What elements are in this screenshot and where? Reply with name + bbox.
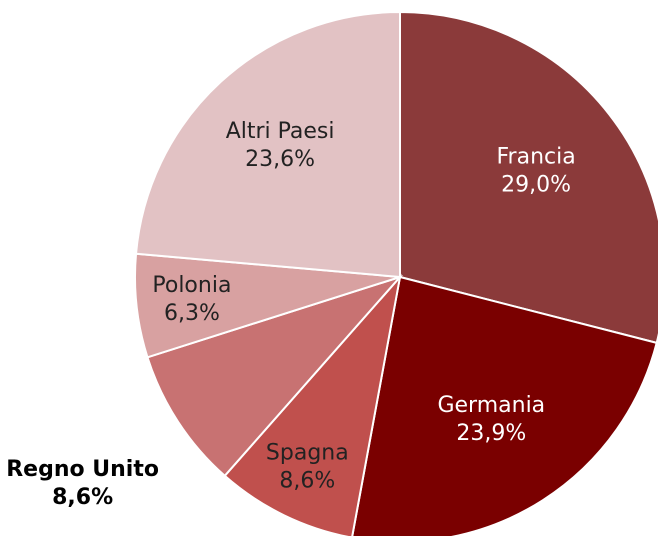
slice-label: Polonia <box>152 273 231 298</box>
slice-label: Altri Paesi <box>226 119 335 144</box>
value-label: 8,6% <box>279 469 335 494</box>
pie-slice <box>223 273 402 536</box>
pie-slice <box>134 10 401 279</box>
slice-label: Germania <box>437 393 545 418</box>
slice-label: Francia <box>496 144 575 169</box>
pie-slice <box>351 275 658 536</box>
value-label: 8,6% <box>52 485 113 510</box>
pie-slice <box>399 10 658 345</box>
pie-slice <box>146 274 404 478</box>
slice-label: Spagna <box>266 441 349 466</box>
value-label: 6,3% <box>164 301 220 326</box>
value-label: 23,6% <box>245 147 315 172</box>
slice-label: Regno Unito <box>6 457 159 482</box>
value-label: 23,9% <box>456 421 526 446</box>
value-label: 29,0% <box>501 172 571 197</box>
